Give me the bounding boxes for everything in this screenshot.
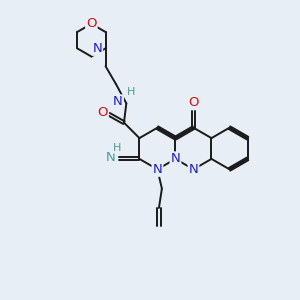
Text: N: N	[171, 152, 180, 165]
Text: H: H	[127, 87, 135, 97]
Text: O: O	[86, 17, 97, 30]
Text: H: H	[112, 142, 121, 153]
Text: N: N	[106, 151, 116, 164]
Text: N: N	[113, 95, 123, 108]
Text: N: N	[153, 163, 162, 176]
Text: O: O	[97, 106, 108, 119]
Text: N: N	[92, 42, 102, 55]
Text: N: N	[189, 163, 198, 176]
Text: O: O	[188, 96, 199, 109]
